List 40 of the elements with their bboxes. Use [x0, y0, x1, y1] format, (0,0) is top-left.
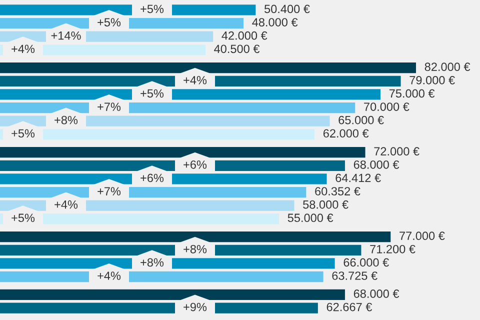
data-label: 55.000 €	[288, 214, 334, 222]
data-label: 50.400 €	[264, 4, 310, 14]
data-label: 40.500 €	[214, 44, 260, 54]
annotation: +5%	[140, 89, 164, 98]
data-label: 77.000 €	[400, 232, 445, 240]
annotation: +5%	[140, 4, 164, 14]
annotation: +8%	[54, 116, 78, 124]
annotation: +5%	[12, 129, 35, 138]
annotation: +9%	[184, 302, 207, 312]
data-label: 75.000 €	[389, 89, 435, 98]
data-label: 62.000 €	[323, 129, 369, 138]
annotation: +5%	[98, 18, 121, 26]
data-label: 63.725 €	[332, 272, 378, 280]
data-label: 70.000 €	[364, 102, 410, 111]
data-label: 82.000 €	[424, 62, 470, 72]
data-label: 72.000 €	[374, 147, 420, 156]
annotation: +4%	[54, 200, 78, 209]
data-label: 60.352 €	[315, 187, 360, 196]
annotation: +8%	[140, 258, 164, 267]
data-label: 42.000 €	[222, 31, 268, 40]
data-label: 71.200 €	[370, 244, 416, 254]
annotation: +7%	[98, 102, 121, 111]
data-label: 58.000 €	[303, 200, 348, 209]
annotation: +4%	[12, 44, 35, 54]
data-label: 68.000 €	[354, 290, 400, 298]
annotation: +7%	[98, 187, 121, 196]
data-label: 66.000 €	[344, 258, 389, 267]
annotation: +14%	[51, 31, 81, 40]
annotation: +6%	[184, 160, 207, 169]
data-label: 68.000 €	[354, 160, 400, 169]
data-label: 62.667 €	[326, 302, 372, 312]
annotation: +6%	[140, 174, 164, 182]
annotation: +8%	[184, 244, 207, 254]
data-label: 65.000 €	[338, 116, 384, 124]
data-label: 48.000 €	[252, 18, 298, 26]
annotation: +5%	[12, 214, 35, 222]
data-label: 64.412 €	[336, 174, 381, 182]
annotation: +4%	[184, 76, 207, 84]
data-label: 79.000 €	[410, 76, 455, 84]
annotation: +4%	[98, 272, 121, 280]
